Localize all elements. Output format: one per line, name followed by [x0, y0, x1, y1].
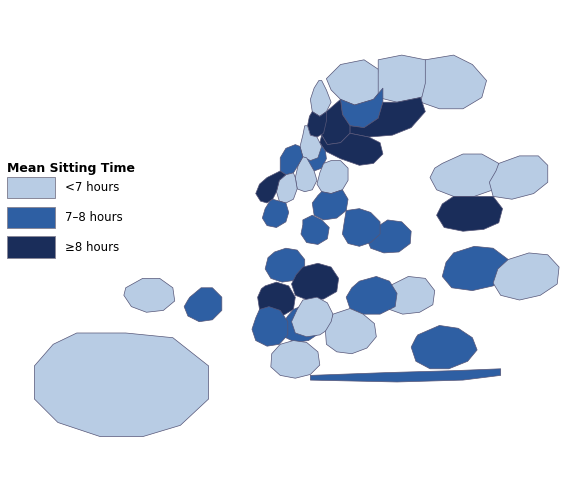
- Polygon shape: [442, 246, 508, 291]
- Polygon shape: [184, 288, 222, 322]
- Polygon shape: [321, 99, 350, 145]
- Polygon shape: [124, 279, 175, 312]
- Text: ≥8 hours: ≥8 hours: [65, 241, 119, 254]
- Polygon shape: [258, 282, 295, 316]
- Polygon shape: [378, 55, 444, 102]
- Polygon shape: [271, 340, 320, 378]
- FancyBboxPatch shape: [7, 206, 55, 228]
- Polygon shape: [437, 196, 503, 231]
- FancyBboxPatch shape: [7, 237, 55, 258]
- Text: 7–8 hours: 7–8 hours: [65, 211, 123, 224]
- Polygon shape: [411, 325, 477, 369]
- Polygon shape: [343, 208, 380, 246]
- Polygon shape: [490, 156, 548, 199]
- Polygon shape: [265, 248, 304, 282]
- Polygon shape: [325, 308, 377, 354]
- Polygon shape: [295, 157, 317, 192]
- Polygon shape: [341, 88, 383, 128]
- Polygon shape: [280, 145, 303, 175]
- Polygon shape: [307, 141, 327, 171]
- Polygon shape: [256, 171, 286, 203]
- Text: <7 hours: <7 hours: [65, 181, 120, 194]
- Polygon shape: [367, 220, 411, 253]
- Polygon shape: [493, 253, 559, 300]
- Polygon shape: [281, 305, 321, 342]
- Polygon shape: [312, 190, 348, 220]
- Text: Mean Sitting Time: Mean Sitting Time: [7, 162, 135, 175]
- Polygon shape: [291, 297, 333, 337]
- Polygon shape: [310, 369, 500, 382]
- Polygon shape: [291, 263, 339, 300]
- Polygon shape: [320, 133, 383, 165]
- Polygon shape: [384, 277, 435, 314]
- Polygon shape: [310, 80, 331, 116]
- Polygon shape: [420, 55, 487, 109]
- Polygon shape: [34, 333, 208, 437]
- Polygon shape: [307, 112, 327, 137]
- Polygon shape: [301, 215, 329, 244]
- Polygon shape: [327, 60, 383, 105]
- Polygon shape: [300, 126, 321, 161]
- Polygon shape: [277, 173, 297, 203]
- FancyBboxPatch shape: [7, 177, 55, 198]
- Polygon shape: [317, 161, 348, 193]
- Polygon shape: [346, 277, 397, 314]
- Polygon shape: [262, 199, 289, 227]
- Polygon shape: [350, 97, 425, 137]
- Polygon shape: [430, 154, 503, 196]
- Polygon shape: [252, 307, 288, 346]
